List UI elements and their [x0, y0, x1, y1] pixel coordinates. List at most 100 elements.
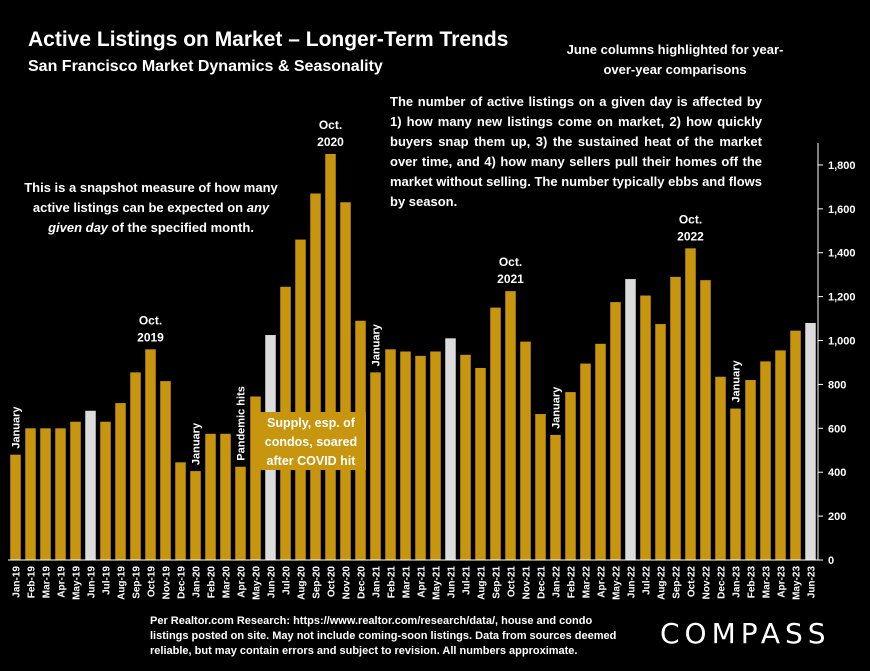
- x-tick-label: Jun-19: [87, 566, 98, 599]
- highlighted-bar: [625, 279, 636, 560]
- x-tick-label: Dec-20: [357, 566, 368, 599]
- june-highlight-note: June columns highlighted for year-over-y…: [566, 42, 784, 77]
- bar: [295, 239, 306, 560]
- bar: [790, 330, 801, 560]
- x-tick-label: Aug-22: [657, 566, 668, 600]
- bar: [250, 396, 261, 560]
- x-tick-label: Jan-19: [12, 566, 23, 598]
- y-tick-label: 600: [828, 423, 846, 435]
- bar: [340, 202, 351, 560]
- bar: [505, 291, 516, 560]
- chart-annotations: January Oct. 2019 January Pandemic hits Oct. 2…: [11, 118, 743, 465]
- x-tick-label: Mar-23: [762, 566, 773, 599]
- bar: [580, 363, 591, 560]
- bar: [535, 414, 546, 560]
- x-tick-label: May-21: [432, 566, 443, 600]
- compass-logo: COMPASS: [660, 617, 831, 650]
- x-tick-label: Jan-21: [372, 566, 383, 598]
- bar: [220, 433, 231, 560]
- y-tick-label: 400: [828, 467, 846, 479]
- bar: [190, 471, 201, 560]
- x-tick-label: Feb-20: [207, 566, 218, 599]
- x-tick-label: Oct-19: [147, 566, 158, 598]
- bar: [415, 355, 426, 560]
- x-tick-label: Apr-22: [597, 566, 608, 598]
- x-tick-label: Apr-23: [777, 566, 788, 598]
- x-tick-label: Apr-19: [57, 566, 68, 598]
- x-tick-label: Jan-20: [192, 566, 203, 598]
- bar: [55, 428, 66, 560]
- rotated-annotation: January: [371, 323, 383, 366]
- bars-group: [10, 153, 816, 561]
- bar: [670, 276, 681, 560]
- bar: [760, 361, 771, 560]
- x-tick-label: Oct-21: [507, 566, 518, 598]
- bar: [115, 403, 126, 560]
- rotated-annotation: January: [551, 386, 563, 429]
- y-tick-label: 1,600: [828, 204, 856, 216]
- bar: [655, 324, 666, 560]
- x-tick-label: Sep-22: [672, 566, 683, 599]
- x-tick-label: Mar-20: [222, 566, 233, 599]
- explanation-note: The number of active listings on a given…: [390, 94, 763, 209]
- rotated-annotation: January: [191, 422, 203, 465]
- highlighted-bar: [805, 322, 816, 560]
- peak-annotation: 2020: [317, 135, 344, 149]
- source-footnote: Per Realtor.com Research: https://www.re…: [150, 615, 617, 657]
- bar: [520, 341, 531, 560]
- x-tick-label: Jan-22: [552, 566, 563, 598]
- bar: [745, 380, 756, 560]
- snapshot-note-emphasis: any given day: [48, 200, 270, 235]
- bar: [205, 433, 216, 560]
- bar: [310, 193, 321, 561]
- bar: [685, 248, 696, 560]
- y-tick-label: 1,200: [828, 292, 856, 304]
- bar: [100, 421, 111, 560]
- x-tick-label: Jul-19: [102, 566, 113, 595]
- snapshot-note-before: This is a snapshot measure of how many a…: [24, 180, 278, 215]
- bar: [475, 367, 486, 560]
- bar: [595, 343, 606, 560]
- bar: [715, 376, 726, 560]
- y-tick-label: 200: [828, 511, 846, 523]
- bar: [430, 351, 441, 560]
- highlighted-bar: [85, 410, 96, 560]
- x-tick-label: Feb-22: [567, 566, 578, 599]
- bar: [610, 302, 621, 560]
- x-tick-label: Nov-21: [522, 566, 533, 600]
- x-tick-label: Jul-21: [462, 566, 473, 595]
- x-tick-label: Feb-23: [747, 566, 758, 599]
- x-tick-label: May-19: [72, 566, 83, 600]
- peak-annotation: Oct.: [499, 255, 522, 269]
- bar: [130, 372, 141, 560]
- peak-annotation: 2022: [677, 229, 704, 243]
- x-tick-label: Jul-20: [282, 566, 293, 595]
- bar: [775, 350, 786, 560]
- bar: [235, 466, 246, 560]
- bar: [175, 462, 186, 560]
- bar: [640, 295, 651, 560]
- x-tick-label: Oct-20: [327, 566, 338, 598]
- x-tick-label: Jun-21: [447, 566, 458, 599]
- x-tick-label: Aug-21: [477, 566, 488, 600]
- rotated-annotation: January: [11, 406, 23, 449]
- bar: [10, 454, 21, 560]
- x-tick-label: Nov-22: [702, 566, 713, 600]
- peak-annotation: Oct.: [679, 212, 702, 226]
- bar: [145, 349, 156, 560]
- peak-annotation: Oct.: [319, 118, 342, 132]
- x-tick-label: May-22: [612, 566, 623, 600]
- y-tick-label: 1,800: [828, 160, 856, 172]
- bar: [730, 408, 741, 560]
- x-tick-label: Feb-21: [387, 566, 398, 599]
- x-axis-labels: Jan-19 Feb-19 Mar-19 Apr-19 May-19 Jun-19 Jul-…: [12, 566, 818, 600]
- x-tick-label: Mar-21: [402, 566, 413, 599]
- x-tick-label: Jun-23: [807, 566, 818, 599]
- x-tick-label: Feb-19: [27, 566, 38, 599]
- x-tick-label: Nov-20: [342, 566, 353, 600]
- peak-annotation: Oct.: [139, 313, 162, 327]
- x-tick-label: Dec-19: [177, 566, 188, 599]
- x-tick-label: Jul-22: [642, 566, 653, 595]
- bar: [325, 153, 336, 560]
